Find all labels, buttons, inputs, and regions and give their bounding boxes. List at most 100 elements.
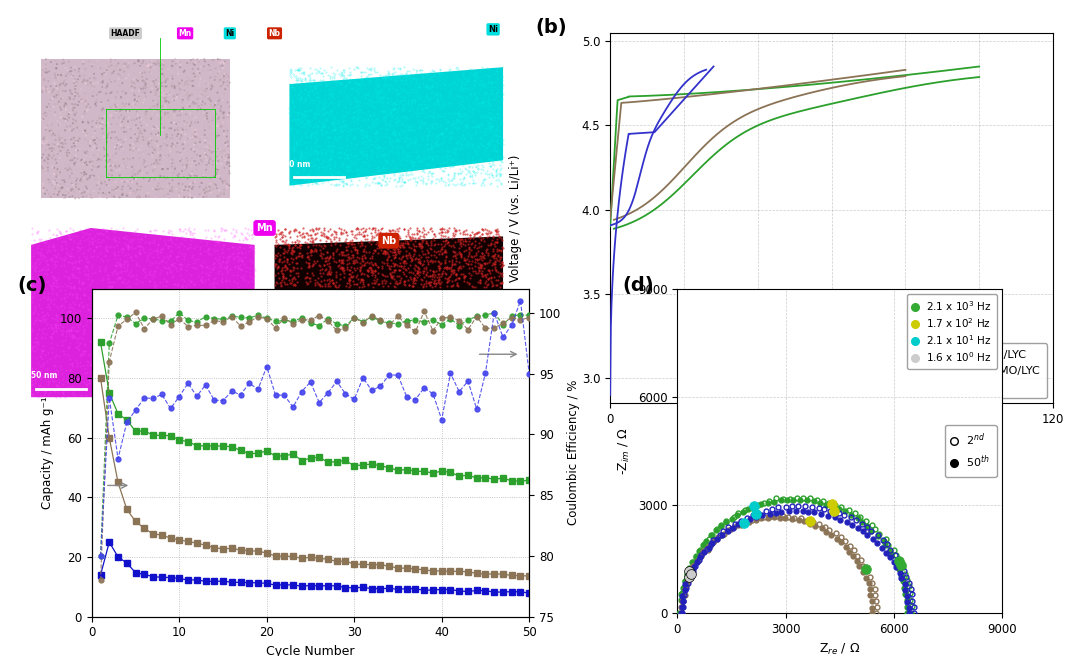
Point xyxy=(75,167,92,178)
Point xyxy=(40,137,57,148)
Point xyxy=(268,277,285,287)
Point xyxy=(433,127,450,138)
Point xyxy=(292,251,309,261)
Point xyxy=(197,172,214,182)
Point xyxy=(197,144,214,155)
Point xyxy=(132,68,149,78)
Point xyxy=(381,263,399,274)
Point xyxy=(354,275,372,285)
Point xyxy=(90,144,107,155)
Point xyxy=(383,225,401,236)
Point xyxy=(474,383,491,394)
Point xyxy=(379,388,396,399)
Point xyxy=(89,327,106,337)
Point xyxy=(134,75,151,86)
Point xyxy=(428,376,445,386)
Point xyxy=(218,379,235,389)
Point xyxy=(161,133,178,144)
Point xyxy=(307,137,324,148)
Point xyxy=(149,240,166,251)
Point xyxy=(176,144,193,155)
Point xyxy=(118,359,135,370)
Point xyxy=(323,342,340,353)
Point xyxy=(436,262,454,272)
Point xyxy=(484,301,501,312)
Point xyxy=(92,335,109,345)
Point xyxy=(297,346,314,356)
Point xyxy=(434,330,451,340)
Point xyxy=(428,318,445,329)
Point xyxy=(325,90,342,100)
Point xyxy=(361,371,378,382)
Point xyxy=(275,369,293,380)
Point xyxy=(374,248,391,258)
Point xyxy=(414,236,431,247)
Point xyxy=(147,323,164,333)
Point xyxy=(489,85,507,96)
Point xyxy=(285,160,302,171)
Point xyxy=(275,248,293,258)
Point xyxy=(339,245,356,255)
Point xyxy=(356,285,374,296)
Point xyxy=(170,352,187,363)
Point xyxy=(481,70,498,81)
Point xyxy=(279,245,296,255)
Point xyxy=(414,302,431,313)
Point xyxy=(445,171,462,181)
Point xyxy=(173,274,190,285)
Point xyxy=(475,304,492,314)
Point xyxy=(279,238,296,249)
Point xyxy=(329,386,347,397)
Point xyxy=(105,112,122,122)
Point xyxy=(456,103,473,113)
Point xyxy=(92,338,109,348)
Point xyxy=(436,231,454,241)
Point xyxy=(53,241,70,251)
Point xyxy=(178,244,195,255)
Point xyxy=(200,78,217,89)
Point xyxy=(45,272,63,283)
Point xyxy=(335,316,352,327)
Point xyxy=(134,329,151,339)
Point xyxy=(454,390,471,400)
Point xyxy=(424,342,442,352)
Point xyxy=(342,175,360,186)
Point xyxy=(103,119,120,129)
Point xyxy=(440,108,457,118)
Point xyxy=(95,380,112,391)
Point xyxy=(234,330,252,340)
Point xyxy=(208,191,226,201)
Point xyxy=(181,190,199,200)
Point xyxy=(68,123,85,133)
Point xyxy=(218,335,235,346)
Point xyxy=(38,264,55,275)
Point xyxy=(457,113,474,124)
Point xyxy=(107,92,124,102)
Point xyxy=(163,157,180,168)
Point xyxy=(214,289,231,300)
Point xyxy=(450,313,468,323)
Point xyxy=(221,168,239,178)
Point xyxy=(156,92,173,103)
Point xyxy=(230,255,247,265)
Point xyxy=(66,93,83,104)
Point xyxy=(159,268,176,279)
Point xyxy=(121,378,138,388)
Point xyxy=(431,366,448,377)
Point xyxy=(471,154,488,164)
Point xyxy=(106,378,123,388)
Point xyxy=(106,192,123,202)
Point xyxy=(483,167,500,178)
Point xyxy=(108,192,125,202)
Point xyxy=(93,155,110,165)
Point xyxy=(469,243,486,254)
Point xyxy=(183,117,200,127)
Point xyxy=(180,311,198,321)
Point xyxy=(39,158,56,169)
Point xyxy=(214,374,231,384)
Point xyxy=(293,171,310,182)
Point xyxy=(382,337,400,348)
Point xyxy=(222,228,240,238)
Point xyxy=(187,389,204,400)
Point xyxy=(415,331,432,341)
